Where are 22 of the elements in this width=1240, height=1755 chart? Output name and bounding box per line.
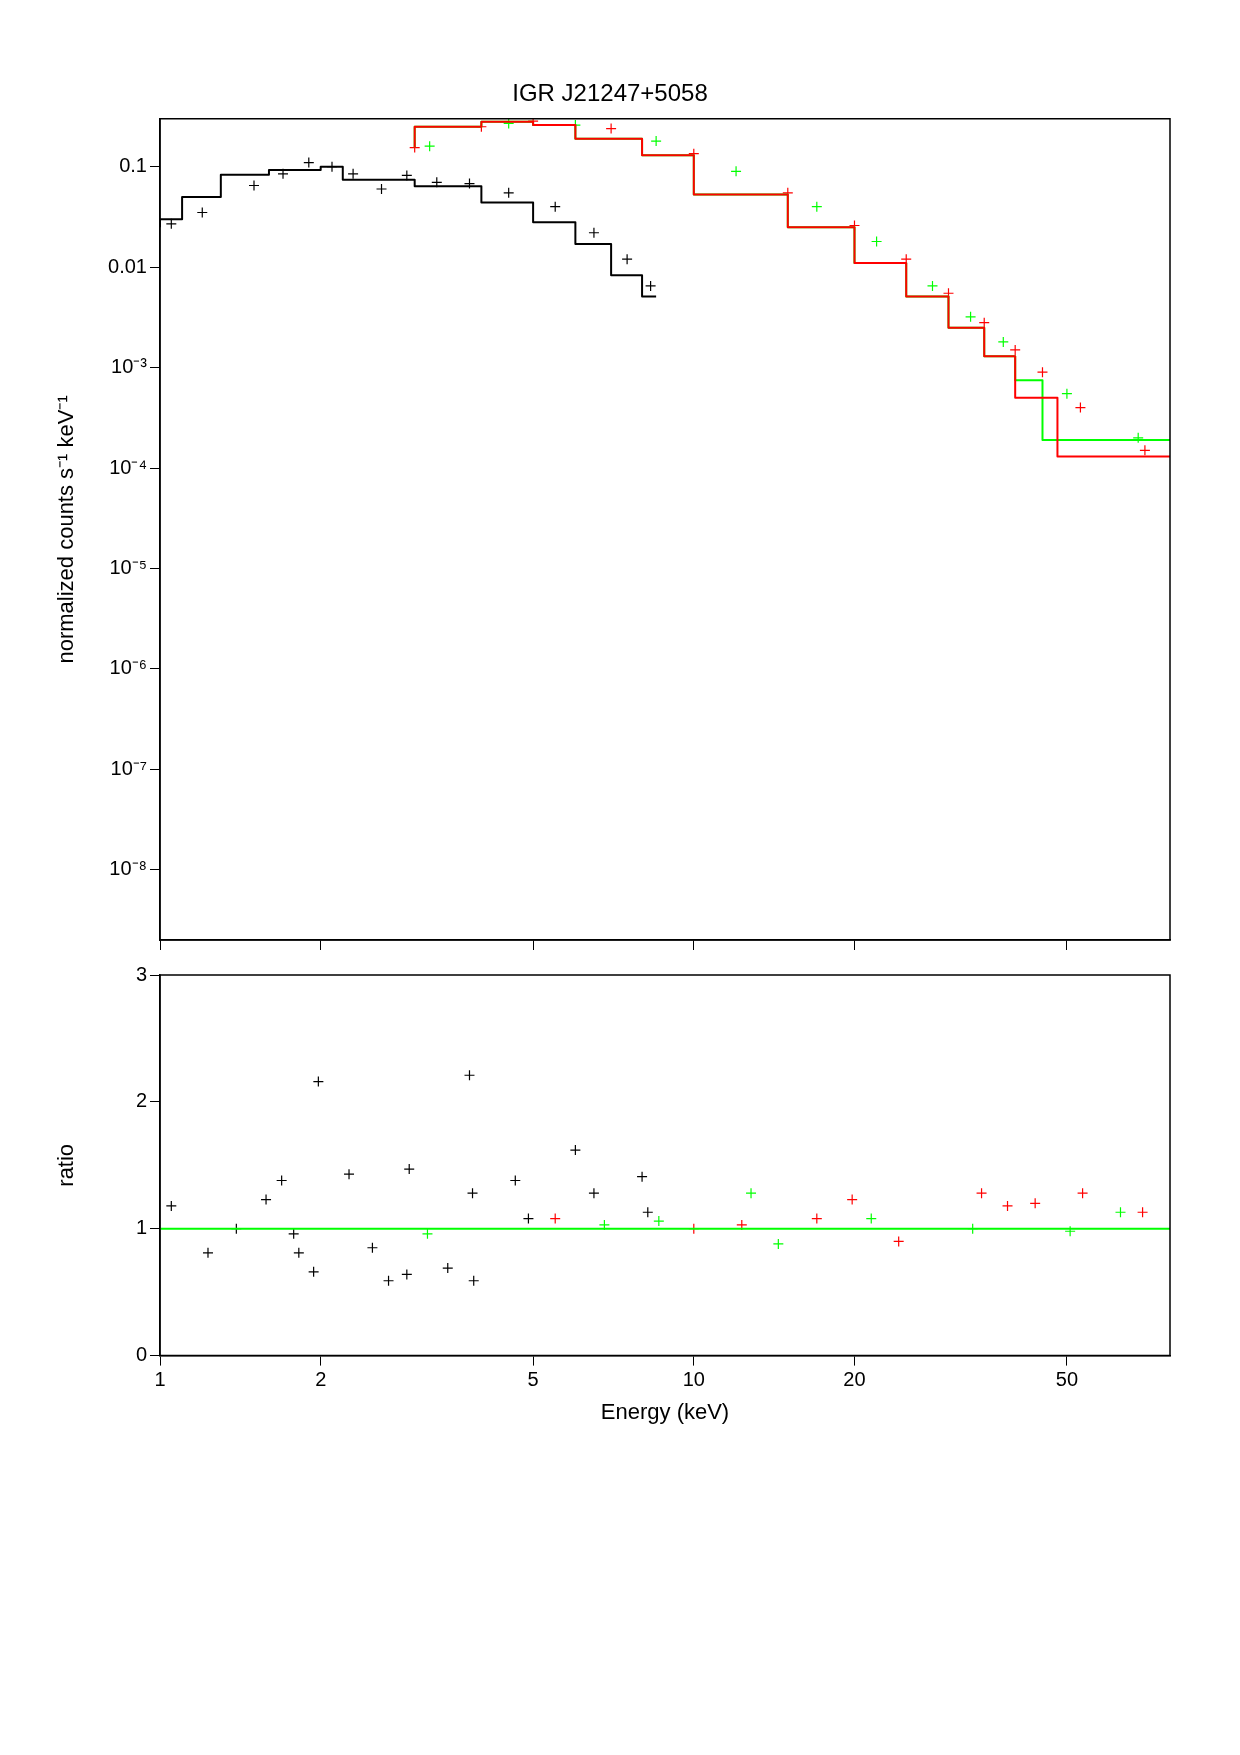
y-tick-label: 3 [135, 962, 147, 985]
x-tick-label: 2 [315, 1368, 327, 1391]
y-tick-label: 10⁻⁶ [109, 656, 147, 679]
y-axis-title: ratio [53, 1143, 79, 1187]
x-tick-label: 20 [843, 1368, 866, 1391]
x-axis-title: Energy (keV) [600, 1398, 730, 1424]
y-tick-label: 10⁻⁴ [109, 455, 147, 478]
y-tick-label: 10⁻⁸ [109, 857, 147, 880]
y-tick-label: 10⁻⁵ [109, 555, 147, 578]
y-tick-label: 1 [135, 1216, 147, 1239]
y-tick-label: 2 [135, 1089, 147, 1112]
x-tick-label: 50 [1055, 1368, 1079, 1391]
y-axis-title: normalized counts s⁻¹ keV⁻¹ [53, 395, 79, 664]
y-tick-label: 0.1 [119, 154, 147, 177]
y-tick-label: 10⁻⁷ [110, 756, 147, 779]
x-tick-label: 10 [682, 1368, 705, 1391]
y-tick-label: 10⁻³ [111, 355, 148, 378]
y-tick-label: 0 [135, 1343, 147, 1366]
x-tick-label: 5 [527, 1368, 539, 1391]
y-tick-label: 0.01 [108, 254, 147, 277]
x-tick-label: 1 [154, 1368, 166, 1391]
chart-title: IGR J21247+5058 [512, 79, 708, 107]
